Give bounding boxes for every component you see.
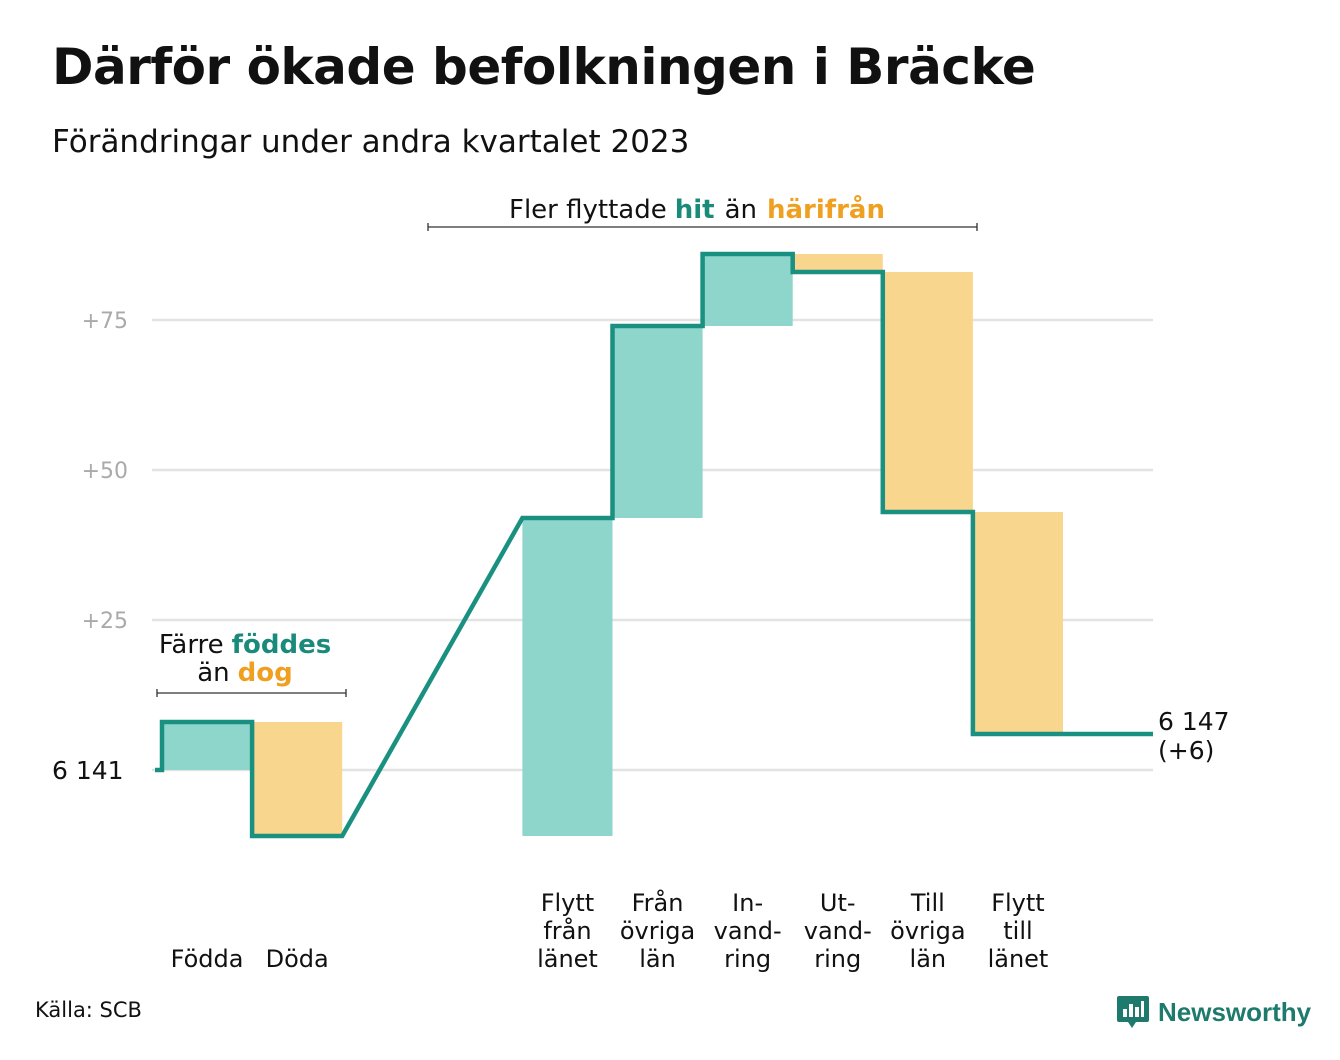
end-value-label: 6 147 [1158,707,1230,736]
bars [162,254,1063,836]
y-tick-label: +75 [82,309,128,334]
decrease-bar [972,512,1063,734]
category-label: Till [910,889,945,917]
category-label: vand- [714,917,782,945]
annotation-plain-text: än [725,195,757,225]
category-label: länet [537,945,598,973]
increase-bar [162,722,253,770]
category-label: län [639,945,676,973]
annotation-orange-text: dog [238,658,293,688]
annotation-plain-text: än [197,658,229,688]
logo-text: Newsworthy [1158,996,1312,1027]
category-label: vand- [804,917,872,945]
start-value-label: 6 141 [52,756,124,785]
decrease-bar [252,722,343,836]
annotation-teal-text: föddes [232,630,332,660]
source-note: Källa: SCB [35,998,142,1022]
category-label: Från [632,888,684,917]
annotation-bracket [156,689,347,697]
y-tick-label: +50 [82,459,128,484]
annotation-orange-text: härifrån [767,193,885,225]
category-label: Ut- [820,889,856,917]
decrease-bar [792,254,883,272]
category-label: ring [814,945,861,973]
y-tick-label: +25 [82,609,128,634]
category-label: övriga [890,917,965,945]
migration-annotation: Fler flyttade hit än härifrån [427,193,978,231]
category-label: till [1003,917,1032,945]
category-label: länet [988,945,1049,973]
chart-subtitle: Förändringar under andra kvartalet 2023 [52,124,690,160]
newsworthy-chart-bubble-icon [1117,996,1149,1028]
increase-bar [702,254,793,326]
births-deaths-annotation: Färre föddes än dog [156,630,347,697]
category-label: län [910,945,947,973]
category-label: In- [732,889,763,917]
increase-bar [612,326,703,518]
cumulative-step-line [155,251,1153,839]
newsworthy-logo: Newsworthy [1116,994,1311,1030]
category-label: ring [724,945,771,973]
increase-bar [522,518,613,836]
chart-title: Därför ökade befolkningen i Bräcke [52,38,1036,96]
annotation-plain-text: Färre [159,630,224,660]
annotation-teal-text: hit [675,195,715,225]
category-label: Döda [266,945,329,973]
category-label: Födda [171,945,244,973]
annotation-bracket [427,223,978,231]
category-label: Flytt [991,889,1045,917]
category-label: övriga [620,917,695,945]
step-line-group [155,251,1153,839]
annotation-plain-text: Fler flyttade [509,195,667,225]
category-label: från [543,916,591,945]
category-label: Flytt [541,889,595,917]
end-change-label: (+6) [1158,736,1214,765]
decrease-bar [882,272,973,512]
